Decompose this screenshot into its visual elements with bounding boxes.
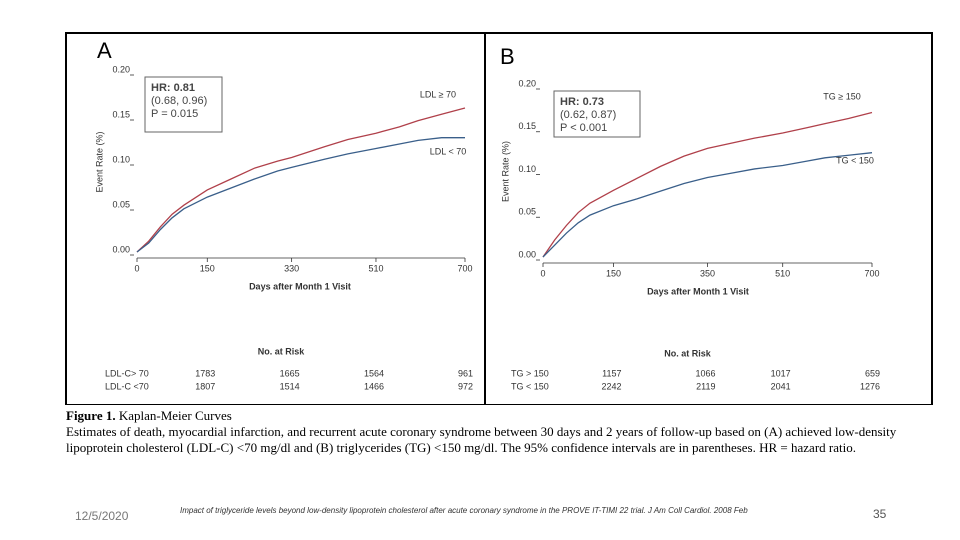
y-tick-label: 0.00 xyxy=(112,244,130,254)
x-tick-label: 330 xyxy=(284,263,299,273)
y-tick-label: 0.10 xyxy=(112,154,130,164)
risk-title: No. at Risk xyxy=(258,346,306,356)
x-tick-label: 510 xyxy=(368,263,383,273)
annotation: (0.68, 0.96) xyxy=(151,95,207,107)
annotation: HR: 0.81 xyxy=(151,82,195,94)
risk-value: 1665 xyxy=(280,368,300,378)
risk-value: 1783 xyxy=(195,368,215,378)
x-tick-label: 0 xyxy=(540,268,545,278)
y-tick-label: 0.00 xyxy=(518,249,536,259)
risk-value: 2242 xyxy=(601,381,621,391)
risk-value: 1514 xyxy=(280,381,300,391)
y-tick-label: 0.10 xyxy=(518,164,536,174)
x-tick-label: 150 xyxy=(606,268,621,278)
panel-label: A xyxy=(97,38,112,63)
annotation-box xyxy=(553,90,641,138)
series-label: TG < 150 xyxy=(836,155,874,165)
y-tick-label: 0.05 xyxy=(112,199,130,209)
risk-row-label: LDL-C <70 xyxy=(105,381,149,391)
x-tick-label: 510 xyxy=(775,268,790,278)
risk-value: 2041 xyxy=(771,381,791,391)
risk-value: 2119 xyxy=(696,381,715,391)
annotation: P = 0.015 xyxy=(151,108,198,120)
charts: A 0.00 0.05 0.10 0.15 0.20 Event Rate (%) 0 150 3… xyxy=(65,32,933,405)
risk-value: 1017 xyxy=(771,368,791,378)
x-tick-label: 700 xyxy=(457,263,472,273)
annotation: (0.62, 0.87) xyxy=(560,109,616,121)
risk-title: No. at Risk xyxy=(664,348,712,358)
km-curve xyxy=(542,152,873,258)
x-tick-label: 700 xyxy=(864,268,879,278)
caption-title: Kaplan-Meier Curves xyxy=(118,408,232,423)
frame xyxy=(65,32,933,405)
risk-value: 961 xyxy=(458,368,473,378)
y-tick-label: 0.15 xyxy=(112,109,130,119)
risk-value: 1466 xyxy=(364,381,384,391)
risk-value: 1157 xyxy=(602,368,621,378)
risk-value: 1276 xyxy=(860,381,880,391)
series-label: LDL < 70 xyxy=(430,146,466,156)
x-axis-label: Days after Month 1 Visit xyxy=(647,286,749,296)
series-label: LDL ≥ 70 xyxy=(420,89,456,99)
x-tick-label: 0 xyxy=(134,263,139,273)
panel-label: B xyxy=(500,44,515,69)
annotation: HR: 0.73 xyxy=(560,96,604,108)
y-axis-label: Event Rate (%) xyxy=(500,141,510,202)
km-curve xyxy=(542,111,873,258)
y-tick-label: 0.05 xyxy=(518,207,536,217)
citation: Impact of triglyceride levels beyond low… xyxy=(180,506,748,515)
risk-value: 1564 xyxy=(364,368,384,378)
y-tick-label: 0.15 xyxy=(518,121,536,131)
risk-value: 972 xyxy=(458,381,473,391)
annotation: P < 0.001 xyxy=(560,122,607,134)
caption: Figure 1. Kaplan-Meier Curves Estimates o… xyxy=(66,408,906,456)
risk-row-label: TG < 150 xyxy=(511,381,549,391)
date: 12/5/2020 xyxy=(75,509,129,523)
y-tick-label: 0.20 xyxy=(112,64,130,74)
x-tick-label: 150 xyxy=(200,263,215,273)
caption-label: Figure 1. xyxy=(66,408,116,423)
y-tick-label: 0.20 xyxy=(518,78,536,88)
annotation-box xyxy=(144,76,223,133)
km-curve xyxy=(136,137,465,253)
y-axis-label: Event Rate (%) xyxy=(94,131,104,192)
risk-row-label: TG > 150 xyxy=(511,368,549,378)
page-number: 35 xyxy=(873,507,887,521)
series-label: TG ≥ 150 xyxy=(823,91,860,101)
risk-value: 659 xyxy=(865,368,880,378)
km-curve xyxy=(136,107,466,253)
x-axis-label: Days after Month 1 Visit xyxy=(249,281,351,291)
caption-text: Estimates of death, myocardial infarctio… xyxy=(66,424,897,455)
risk-value: 1066 xyxy=(695,368,715,378)
risk-value: 1807 xyxy=(195,381,215,391)
risk-row-label: LDL-C> 70 xyxy=(105,368,149,378)
x-tick-label: 350 xyxy=(700,268,715,278)
